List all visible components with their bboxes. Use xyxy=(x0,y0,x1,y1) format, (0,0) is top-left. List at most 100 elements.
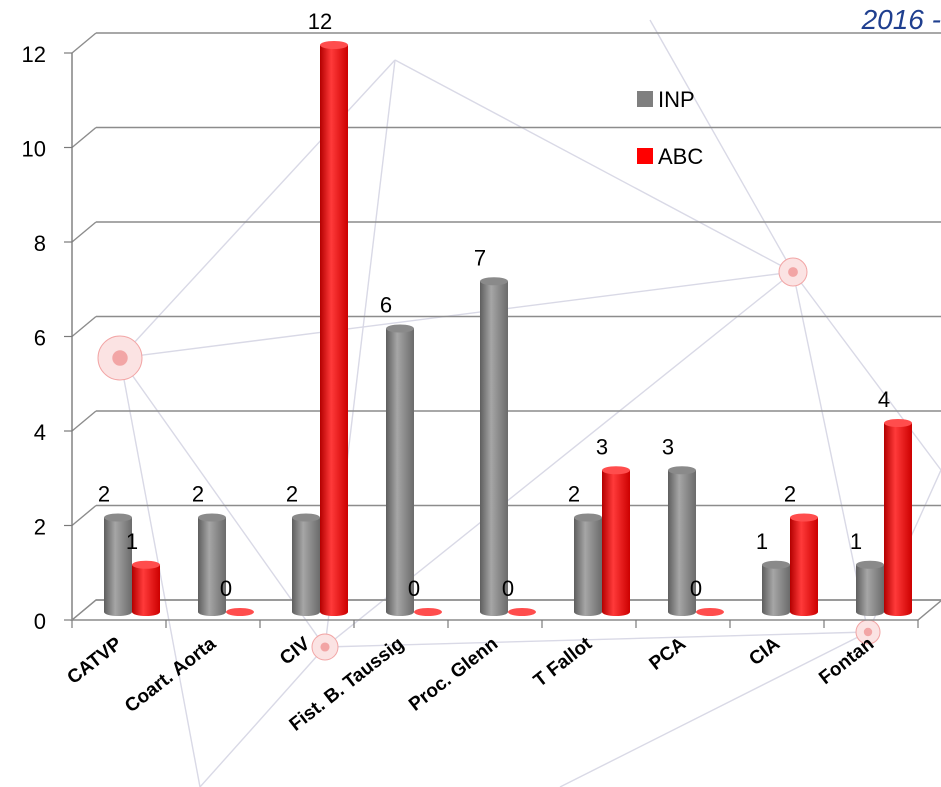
corner-title: 2016 - xyxy=(861,4,941,35)
y-tick-label: 4 xyxy=(34,420,46,445)
bar-body xyxy=(884,423,912,616)
bar-abc xyxy=(696,608,724,616)
decor-line xyxy=(119,357,326,648)
legend-swatch-inp xyxy=(637,91,653,107)
decor-node-core xyxy=(320,642,330,652)
decor-line xyxy=(119,59,396,359)
gridline-depth xyxy=(71,410,97,432)
bar-top xyxy=(668,466,696,475)
data-label: 3 xyxy=(596,434,608,459)
gridline-depth xyxy=(71,32,97,54)
bar-top xyxy=(508,608,536,616)
bars xyxy=(104,41,912,616)
bar-inp xyxy=(762,560,790,616)
bar-body xyxy=(104,517,132,616)
bar-inp xyxy=(574,513,602,616)
bar-abc xyxy=(414,608,442,616)
x-tick-label: T Fallot xyxy=(530,633,597,692)
data-label: 2 xyxy=(568,482,580,507)
gridline-depth xyxy=(71,126,97,149)
legend-label-abc: ABC xyxy=(658,144,703,169)
bar-body xyxy=(574,517,602,616)
y-tick-label: 8 xyxy=(34,231,46,256)
bar-top xyxy=(856,560,884,569)
decor-line xyxy=(792,271,869,633)
bar-inp xyxy=(386,324,414,616)
data-label: 1 xyxy=(126,529,138,554)
bar-inp xyxy=(292,513,320,616)
data-label: 3 xyxy=(662,434,674,459)
decor-line xyxy=(394,59,794,273)
bar-abc xyxy=(226,608,254,616)
data-label: 2 xyxy=(784,482,796,507)
legend-swatch-abc xyxy=(637,148,653,164)
bar-abc xyxy=(132,560,160,616)
bar-inp xyxy=(480,277,508,616)
x-tick-label: Proc. Glenn xyxy=(405,633,502,715)
x-tick-label: CIV xyxy=(276,633,314,669)
bar-abc xyxy=(602,466,630,616)
bar-top xyxy=(602,466,630,475)
bar-abc xyxy=(884,419,912,616)
bar-top xyxy=(414,608,442,616)
decor-node-core xyxy=(112,350,128,366)
decor-line xyxy=(559,631,869,787)
bar-abc xyxy=(320,41,348,616)
bar-top xyxy=(198,513,226,522)
x-tick-label: CIA xyxy=(745,633,784,670)
data-label: 4 xyxy=(878,387,890,412)
bar-body xyxy=(668,470,696,616)
bar-top xyxy=(480,277,508,286)
bar-inp xyxy=(104,513,132,616)
data-label: 0 xyxy=(220,576,232,601)
decor-node-core xyxy=(788,267,798,277)
legend: INP ABC xyxy=(637,87,703,169)
data-label: 2 xyxy=(98,482,110,507)
data-label: 12 xyxy=(308,9,332,34)
bar-inp xyxy=(198,513,226,616)
y-axis: 0 2 4 6 8 10 12 xyxy=(22,42,73,634)
data-label: 0 xyxy=(690,576,702,601)
bar-inp xyxy=(668,466,696,616)
data-label: 0 xyxy=(408,576,420,601)
data-label: 6 xyxy=(380,293,392,318)
gridline-depth xyxy=(71,504,97,527)
decor-line xyxy=(199,646,326,787)
bar-body xyxy=(762,564,790,616)
bar-body xyxy=(198,517,226,616)
data-label: 0 xyxy=(502,576,514,601)
y-tick-label: 12 xyxy=(22,42,46,67)
data-label: 1 xyxy=(756,529,768,554)
gridline-depth xyxy=(71,221,97,243)
bar-top xyxy=(790,513,818,522)
y-tick-label: 2 xyxy=(34,515,46,540)
bar-top xyxy=(574,513,602,522)
decor-line xyxy=(119,271,794,359)
decor-line xyxy=(792,271,941,471)
y-tick-label: 0 xyxy=(34,609,46,634)
decor-line xyxy=(649,19,794,273)
x-tick-label: CATVP xyxy=(64,633,127,689)
legend-label-inp: INP xyxy=(658,87,695,112)
bar-body xyxy=(386,328,414,616)
x-tick-label: Coart. Aorta xyxy=(121,633,220,717)
data-label: 7 xyxy=(474,245,486,270)
bar-top xyxy=(226,608,254,616)
bar-body xyxy=(602,470,630,616)
bar-inp xyxy=(856,560,884,616)
bar-body xyxy=(132,564,160,616)
bar-body xyxy=(856,564,884,616)
bar-body xyxy=(480,281,508,616)
decor-node-core xyxy=(863,627,873,637)
data-label: 1 xyxy=(850,529,862,554)
bar-top xyxy=(386,324,414,333)
bar-body xyxy=(790,517,818,616)
bar-top xyxy=(696,608,724,616)
x-tick-label: Fontan xyxy=(815,633,878,689)
bar-abc xyxy=(508,608,536,616)
data-label: 2 xyxy=(192,482,204,507)
data-label: 2 xyxy=(286,482,298,507)
